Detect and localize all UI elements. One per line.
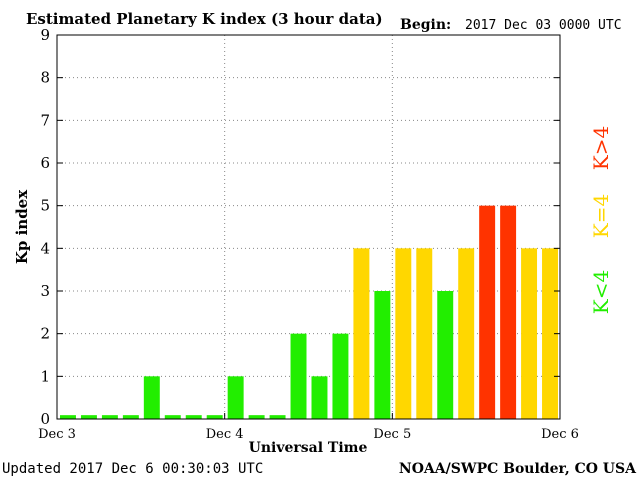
kp-bar (227, 376, 244, 419)
kp-bar (437, 291, 454, 419)
y-tick-label: 6 (40, 154, 50, 172)
updated-timestamp: Updated 2017 Dec 6 00:30:03 UTC (2, 461, 263, 477)
y-axis-label: Kp index (13, 189, 31, 264)
y-tick-label: 3 (40, 282, 50, 300)
y-tick-label: 5 (40, 197, 50, 215)
y-tick-label: 8 (40, 69, 50, 87)
kp-bar (185, 415, 202, 419)
x-axis-label: Universal Time (249, 440, 368, 456)
x-tick-label: Dec 6 (541, 427, 579, 442)
source-credit: NOAA/SWPC Boulder, CO USA (399, 461, 637, 477)
chart-title: Estimated Planetary K index (3 hour data… (26, 10, 383, 28)
kp-bar (122, 415, 139, 419)
y-tick-label: 9 (40, 26, 50, 44)
kp-bar (374, 291, 391, 419)
y-tick-label: 4 (40, 239, 50, 257)
y-tick-label: 0 (40, 410, 50, 428)
legend-high: K>4 (589, 126, 613, 170)
y-tick-label: 7 (40, 111, 50, 129)
kp-bar (458, 248, 475, 419)
x-tick-label: Dec 4 (206, 427, 244, 442)
kp-bar (248, 415, 265, 419)
kp-bar (332, 333, 349, 419)
legend-low: K<4 (589, 270, 613, 314)
kp-bar (101, 415, 118, 419)
kp-bar (143, 376, 160, 419)
kp-bar (269, 415, 286, 419)
plot-area: 0 1 2 3 4 5 6 7 8 9 Dec 3 Dec 4 Dec 5 Dec 6 (38, 26, 579, 442)
y-tick-label: 1 (40, 367, 50, 385)
y-tick-label: 2 (40, 325, 50, 343)
plot-frame (56, 34, 561, 420)
kp-bar (80, 415, 97, 419)
begin-value: 2017 Dec 03 0000 UTC (465, 18, 622, 33)
kp-bar (395, 248, 412, 419)
x-tick-label: Dec 5 (373, 427, 411, 442)
kp-bar (60, 415, 76, 419)
x-tick-label: Dec 3 (38, 427, 76, 442)
kp-bar (353, 248, 370, 419)
legend-equal: K=4 (589, 194, 613, 238)
kp-bar (164, 415, 181, 419)
kp-bar (500, 205, 517, 419)
kp-bar (290, 333, 307, 419)
kp-bar (206, 415, 223, 419)
begin-label: Begin: (400, 17, 451, 33)
kp-bar (479, 205, 496, 419)
kp-bar (416, 248, 433, 419)
kp-bar (521, 248, 538, 419)
kp-bar (311, 376, 328, 419)
